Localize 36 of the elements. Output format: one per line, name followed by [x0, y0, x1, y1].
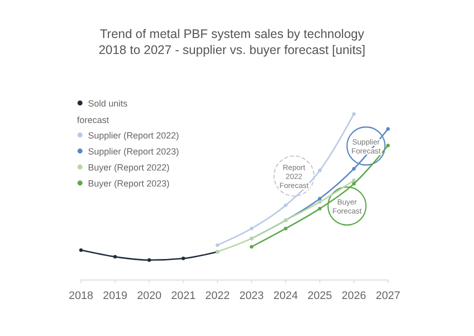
x-tick-label: 2023: [239, 290, 264, 302]
x-tick-label: 2021: [171, 290, 196, 302]
point: [250, 226, 254, 230]
point: [318, 200, 322, 204]
legend-label: Buyer (Report 2023): [88, 178, 170, 188]
point: [352, 112, 356, 116]
x-tick-label: 2022: [205, 290, 230, 302]
x-tick-label: 2020: [136, 290, 162, 302]
chart-title: Trend of metal PBF system sales by technology 2018 to 2027 - supplier vs. buyer forecast [units]: [98, 27, 366, 57]
point: [182, 256, 186, 260]
x-tick-label: 2026: [342, 290, 366, 302]
point: [113, 254, 117, 259]
point: [386, 144, 390, 148]
x-tick-label: 2025: [308, 290, 332, 302]
x-tick-label: 2024: [273, 290, 298, 302]
point: [352, 182, 356, 186]
point: [352, 167, 356, 171]
point: [216, 243, 220, 247]
point: [147, 258, 152, 262]
legend-title: forecast: [77, 115, 110, 125]
legend-label: Buyer (Report 2022): [88, 162, 170, 172]
x-tick-label: 2018: [68, 290, 94, 302]
point: [386, 127, 390, 131]
x-tick-label: 2027: [376, 290, 400, 302]
x-tick-label: 2019: [102, 290, 128, 302]
point: [79, 248, 83, 252]
legend-label: Supplier (Report 2023): [88, 146, 180, 156]
point: [284, 226, 288, 230]
point: [250, 245, 254, 249]
point: [284, 204, 288, 208]
point: [318, 168, 322, 172]
point: [352, 178, 356, 182]
point: [318, 196, 322, 200]
legend-label: Sold units: [88, 98, 128, 108]
point: [318, 206, 322, 210]
legend-label: Supplier (Report 2022): [88, 130, 180, 140]
